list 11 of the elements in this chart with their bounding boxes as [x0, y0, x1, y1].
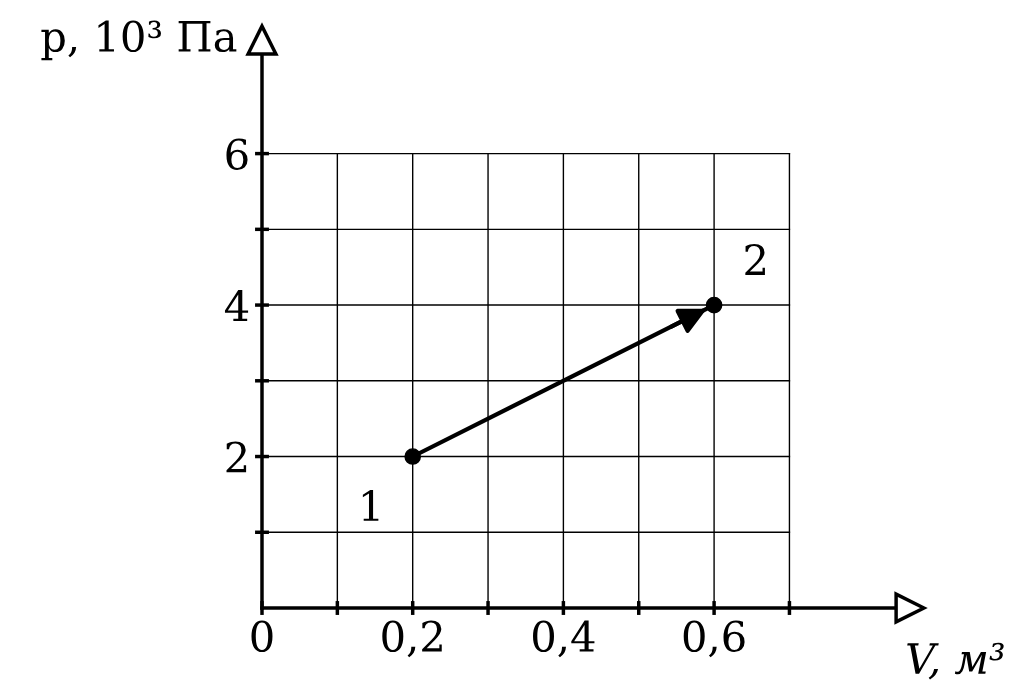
- annotation: 1: [362, 489, 379, 521]
- y-tick-label: 2: [226, 441, 247, 473]
- x-tick-label: 0: [251, 620, 273, 653]
- x-axis-title: V, м³: [907, 642, 1004, 680]
- annotation: 2: [745, 243, 765, 275]
- y-axis-title: p, 10³ Па: [41, 20, 237, 61]
- y-tick-label: 6: [226, 138, 248, 171]
- x-tick-label: 0,6: [683, 620, 745, 658]
- y-tick-label: 4: [224, 289, 249, 321]
- x-tick-label: 0,4: [533, 620, 595, 658]
- x-tick-label: 0,2: [382, 620, 442, 658]
